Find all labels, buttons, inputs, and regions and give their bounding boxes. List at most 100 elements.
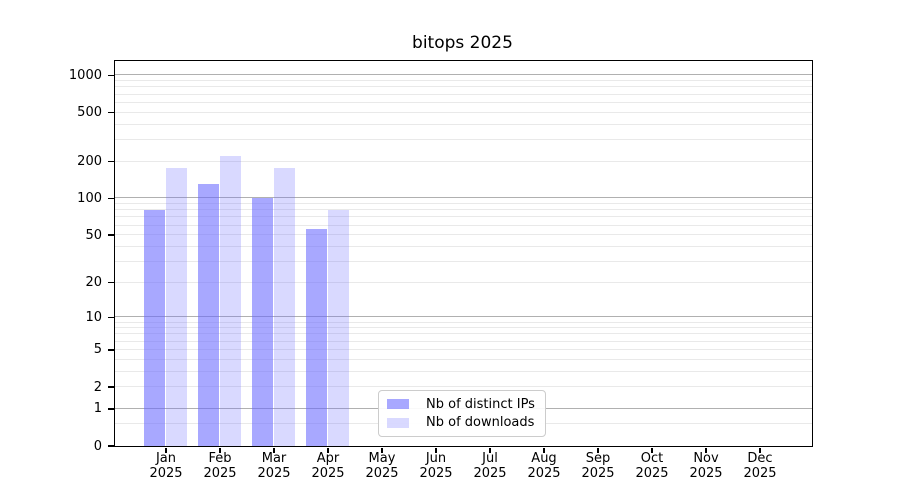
plot-area — [114, 60, 813, 447]
minor-gridline — [115, 101, 812, 103]
major-gridline — [115, 197, 812, 199]
y-tick-mark — [108, 316, 114, 319]
x-tick-label-sep: Sep 2025 — [570, 451, 626, 481]
x-tick-year: 2025 — [203, 466, 237, 481]
minor-gridline — [115, 224, 812, 226]
bar-downloads-feb — [219, 155, 242, 446]
y-tick-mark — [108, 281, 114, 284]
minor-gridline — [115, 216, 812, 218]
x-tick-month: Jun — [425, 451, 447, 466]
y-tick-mark — [108, 160, 114, 163]
chart-title: bitops 2025 — [412, 33, 513, 53]
minor-gridline — [115, 245, 812, 247]
x-tick-month: Apr — [316, 451, 340, 466]
minor-gridline — [115, 138, 812, 140]
minor-gridline — [115, 340, 812, 342]
x-tick-year: 2025 — [311, 466, 345, 481]
y-tick-label: 100 — [77, 190, 102, 206]
x-tick-month: Oct — [640, 451, 664, 466]
y-tick-mark — [108, 445, 114, 447]
bar-downloads-mar — [273, 168, 296, 446]
minor-gridline — [115, 281, 812, 283]
x-tick-mark — [651, 447, 653, 453]
x-tick-mark — [273, 447, 275, 453]
x-tick-label-oct: Oct 2025 — [624, 451, 680, 481]
y-tick-label: 50 — [85, 227, 102, 243]
x-tick-month: Aug — [531, 451, 557, 466]
x-tick-year: 2025 — [473, 466, 507, 481]
x-tick-mark — [705, 447, 707, 453]
x-tick-label-jan: Jan 2025 — [138, 451, 194, 481]
legend-row: Nb of downloads — [385, 415, 539, 430]
y-tick-label: 1000 — [68, 67, 102, 83]
y-tick-mark — [108, 408, 114, 410]
y-tick-label: 2 — [93, 379, 102, 395]
x-tick-year: 2025 — [149, 466, 183, 481]
minor-gridline — [115, 327, 812, 329]
y-tick-mark — [108, 74, 114, 77]
y-tick-label: 10 — [85, 309, 102, 325]
minor-gridline — [115, 260, 812, 262]
x-tick-month: Feb — [208, 451, 232, 466]
x-tick-mark — [381, 447, 383, 453]
minor-gridline — [115, 86, 812, 88]
legend: Nb of distinct IPs Nb of downloads — [378, 390, 546, 437]
x-tick-month: Sep — [585, 451, 611, 466]
x-tick-year: 2025 — [419, 466, 453, 481]
x-tick-year: 2025 — [581, 466, 615, 481]
x-tick-label-aug: Aug 2025 — [516, 451, 572, 481]
major-gridline — [115, 316, 812, 318]
y-tick-label: 20 — [85, 275, 102, 291]
minor-gridline — [115, 203, 812, 205]
y-tick-label: 0 — [93, 438, 102, 454]
x-tick-mark — [759, 447, 761, 453]
legend-row: Nb of distinct IPs — [385, 397, 539, 412]
x-tick-label-jul: Jul 2025 — [462, 451, 518, 481]
bar-downloads-apr — [327, 210, 350, 446]
y-tick-label: 500 — [77, 105, 102, 121]
minor-gridline — [115, 160, 812, 162]
y-tick-label: 200 — [77, 154, 102, 170]
x-tick-mark — [543, 447, 545, 453]
bar-downloads-jan — [165, 168, 188, 446]
x-tick-month: May — [368, 451, 396, 466]
x-tick-label-feb: Feb 2025 — [192, 451, 248, 481]
legend-swatch-distinct-ips — [387, 399, 409, 410]
x-tick-label-may: May 2025 — [354, 451, 410, 481]
minor-gridline — [115, 123, 812, 125]
x-tick-label-apr: Apr 2025 — [300, 451, 356, 481]
y-tick-mark — [108, 111, 114, 114]
bar-distinct-ips-feb — [197, 184, 220, 446]
minor-gridline — [115, 209, 812, 211]
x-tick-mark — [597, 447, 599, 453]
y-tick-mark — [108, 234, 114, 236]
x-tick-month: Dec — [747, 451, 773, 466]
minor-gridline — [115, 234, 812, 236]
x-tick-year: 2025 — [527, 466, 561, 481]
legend-swatch-downloads — [387, 417, 409, 428]
minor-gridline — [115, 348, 812, 350]
x-tick-mark — [219, 447, 221, 453]
y-tick-label: 1 — [93, 401, 102, 417]
x-tick-mark — [435, 447, 437, 453]
x-tick-year: 2025 — [689, 466, 723, 481]
x-tick-month: Mar — [261, 451, 287, 466]
minor-gridline — [115, 111, 812, 113]
x-tick-label-jun: Jun 2025 — [408, 451, 464, 481]
x-tick-year: 2025 — [743, 466, 777, 481]
x-tick-year: 2025 — [257, 466, 291, 481]
x-tick-label-dec: Dec 2025 — [732, 451, 788, 481]
x-tick-label-nov: Nov 2025 — [678, 451, 734, 481]
bar-distinct-ips-apr — [305, 228, 328, 446]
bar-distinct-ips-mar — [251, 197, 274, 446]
minor-gridline — [115, 358, 812, 360]
minor-gridline — [115, 93, 812, 95]
x-tick-year: 2025 — [365, 466, 399, 481]
y-tick-label: 5 — [93, 342, 102, 358]
y-tick-mark — [108, 197, 114, 200]
x-tick-month: Nov — [693, 451, 719, 466]
legend-label: Nb of distinct IPs — [426, 396, 535, 412]
y-tick-mark — [108, 349, 114, 351]
x-tick-label-mar: Mar 2025 — [246, 451, 302, 481]
